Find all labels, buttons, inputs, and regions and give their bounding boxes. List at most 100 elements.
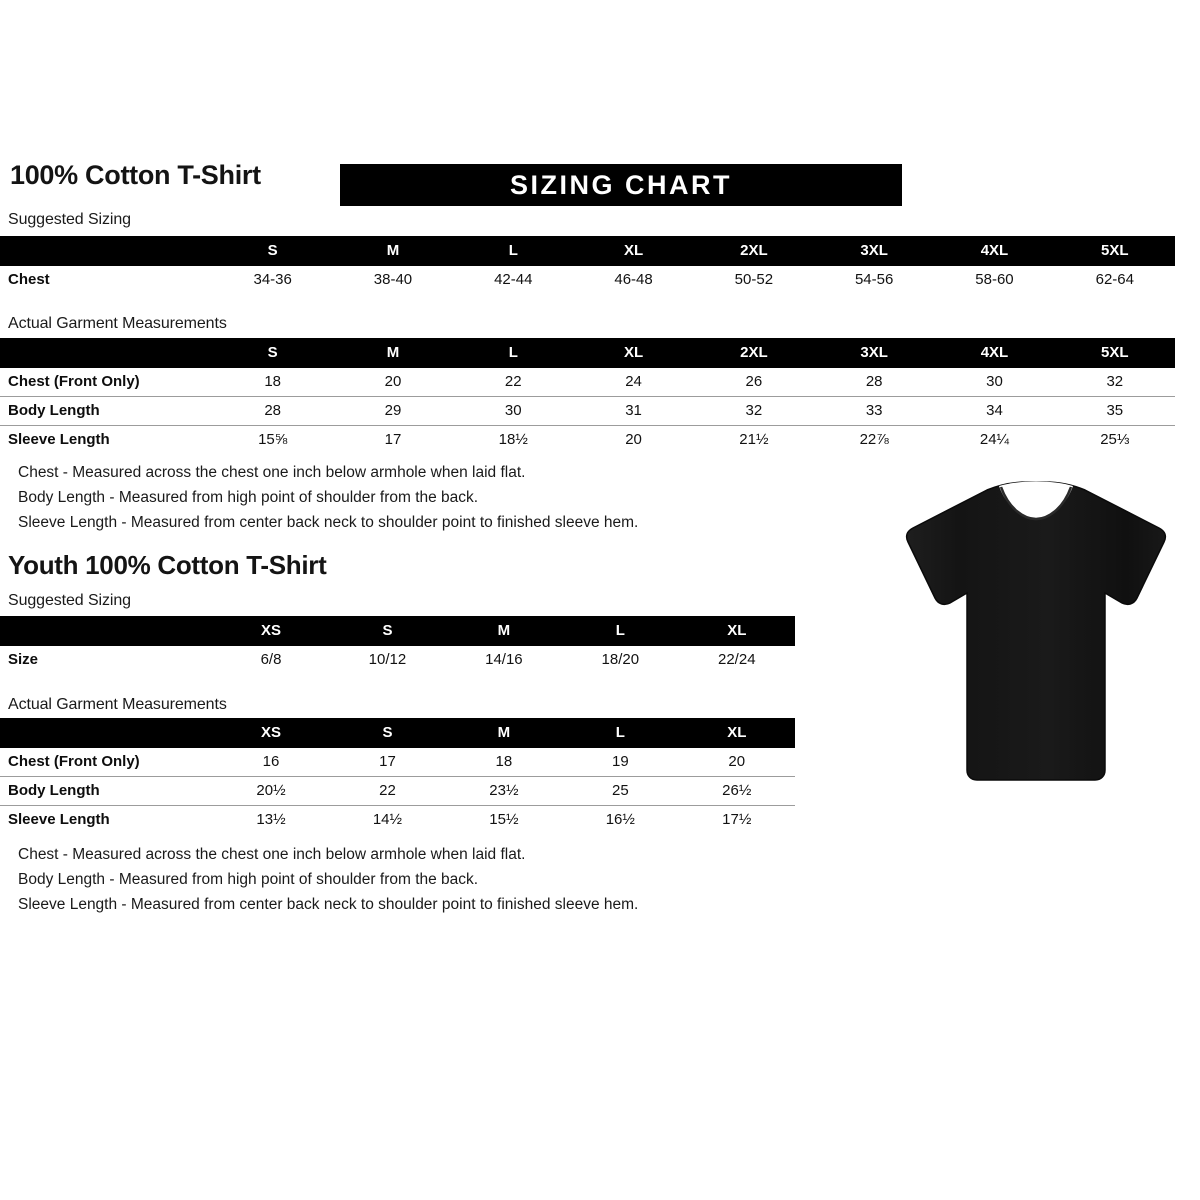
cell-sleevelength-m: 17 [332,425,454,454]
cell-chestfront-s: 18 [264,373,282,390]
cell-size-l: 18/20 [601,651,640,668]
cell-size-xl: 22/24 [718,651,756,668]
youth-note-sleeve-length: Sleeve Length - Measured from center bac… [18,896,639,913]
table-header-row: S M L XL 2XL 3XL 4XL 5XL [0,338,1175,368]
column-header-3xl: 3XL [860,344,888,361]
column-header-s: S [267,242,278,259]
cell-bodylength-s: 28 [212,396,333,426]
cell-bodylength-3xl: 33 [814,396,935,426]
cell-chest-3xl: 54-56 [854,271,894,288]
table-row: Chest 34-36 38-40 42-44 46-48 50-52 54-5… [0,266,1175,294]
cell-chestfront-xs: 16 [262,753,280,770]
table-row: Size 6/8 10/12 14/16 18/20 22/24 [0,646,795,674]
column-header-xl: XL [727,622,747,639]
cell-chestfront-m: 18 [495,753,513,770]
adult-measurement-notes: Chest - Measured across the chest one in… [18,460,638,535]
column-header-label [0,338,213,368]
column-header-s: S [382,724,393,741]
column-header-m: M [497,724,511,741]
cell-bodylength-4xl: 34 [934,396,1055,426]
column-header-l: L [508,242,518,259]
cell-bodylength-l: 30 [453,396,574,426]
cell-chestfront-l: 19 [611,753,629,770]
cell-chestfront-l: 22 [504,373,522,390]
column-header-l: L [615,724,625,741]
column-header-xl: XL [623,242,644,259]
column-header-s: S [382,622,393,639]
column-header-2xl: 2XL [740,344,768,361]
cell-sleevelength-xl: 20 [573,425,694,454]
cell-chestfront-4xl: 30 [986,373,1003,390]
youth-suggested-sizing-label: Suggested Sizing [8,592,131,609]
column-header-xl: XL [623,344,644,361]
youth-measurement-notes: Chest - Measured across the chest one in… [18,842,638,917]
youth-section-title: Youth 100% Cotton T-Shirt [8,550,327,580]
cell-sleevelength-l: 16½ [562,805,679,834]
cell-bodylength-xs: 20½ [212,776,330,806]
cell-chestfront-5xl: 32 [1106,373,1124,390]
column-header-l: L [615,622,625,639]
cell-bodylength-xl: 31 [573,396,694,426]
row-label-body-length: Body Length [0,396,213,426]
youth-note-body-length: Body Length - Measured from high point o… [18,871,479,888]
cell-chest-4xl: 58-60 [975,271,1014,288]
column-header-xl: XL [727,724,747,741]
row-label-chest-front-only: Chest (Front Only) [8,373,140,390]
table-row: Sleeve Length 13½ 14½ 15½ 16½ 17½ [0,805,795,834]
column-header-4xl: 4XL [980,344,1009,361]
table-row: Body Length 28 29 30 31 32 33 34 35 [0,396,1175,426]
column-header-5xl: 5XL [1101,344,1129,361]
column-header-3xl: 3XL [860,242,888,259]
cell-bodylength-m: 23½ [445,776,563,806]
row-label-sleeve-length: Sleeve Length [0,805,213,834]
row-label-body-length: Body Length [0,776,213,806]
cell-size-xs: 6/8 [260,651,282,668]
adult-header-row: 100% Cotton T-Shirt SIZING CHART [0,160,1200,212]
cell-size-m: 14/16 [485,651,523,668]
table-header-row: S M L XL 2XL 3XL 4XL 5XL [0,236,1175,266]
cell-bodylength-5xl: 35 [1054,396,1175,426]
table-header-row: XS S M L XL [0,616,795,646]
cell-sleevelength-l: 18½ [453,425,574,454]
youth-actual-measurements-label: Actual Garment Measurements [8,696,227,713]
cell-sleevelength-xl: 17½ [678,805,795,834]
adult-note-sleeve-length: Sleeve Length - Measured from center bac… [18,514,639,531]
cell-chestfront-2xl: 26 [745,373,763,390]
cell-chestfront-xl: 24 [625,373,642,390]
table-row: Chest (Front Only) 16 17 18 19 20 [0,748,795,777]
column-header-m: M [497,622,511,639]
column-header-xs: XS [261,622,282,639]
adult-section-title: 100% Cotton T-Shirt [10,160,261,190]
youth-note-chest: Chest - Measured across the chest one in… [18,846,526,863]
adult-note-chest: Chest - Measured across the chest one in… [18,464,526,481]
column-header-label [0,718,213,748]
cell-sleevelength-2xl: 21½ [693,425,815,454]
column-header-m: M [386,344,400,361]
column-header-5xl: 5XL [1101,242,1129,259]
column-header-label [0,616,213,646]
column-header-xs: XS [261,724,282,741]
youth-actual-measurements-table: XS S M L XL Chest (Front Only) 16 17 18 … [0,718,795,834]
sizing-chart-banner: SIZING CHART [340,164,902,206]
cell-chestfront-xl: 20 [728,753,746,770]
table-row: Chest (Front Only) 18 20 22 24 26 28 30 … [0,368,1175,397]
cell-bodylength-s: 22 [329,776,446,806]
adult-suggested-sizing-label: Suggested Sizing [8,211,131,228]
cell-chest-5xl: 62-64 [1095,271,1134,288]
cell-chestfront-s: 17 [379,753,396,770]
adult-actual-measurements-table: S M L XL 2XL 3XL 4XL 5XL Chest (Front On… [0,338,1175,454]
cell-sleevelength-s: 14½ [329,805,446,834]
adult-note-body-length: Body Length - Measured from high point o… [18,489,479,506]
cell-chestfront-m: 20 [384,373,402,390]
column-header-m: M [386,242,400,259]
table-row: Sleeve Length 15⅝ 17 18½ 20 21½ 22⅞ 24¼ … [0,425,1175,454]
cell-chest-l: 42-44 [494,271,533,288]
cell-bodylength-m: 29 [332,396,454,426]
cell-chest-s: 34-36 [253,271,292,288]
cell-sleevelength-s: 15⅝ [212,425,333,454]
cell-sleevelength-m: 15½ [445,805,563,834]
cell-size-s: 10/12 [368,651,407,668]
row-label-chest: Chest [8,271,50,288]
cell-chest-m: 38-40 [373,271,413,288]
